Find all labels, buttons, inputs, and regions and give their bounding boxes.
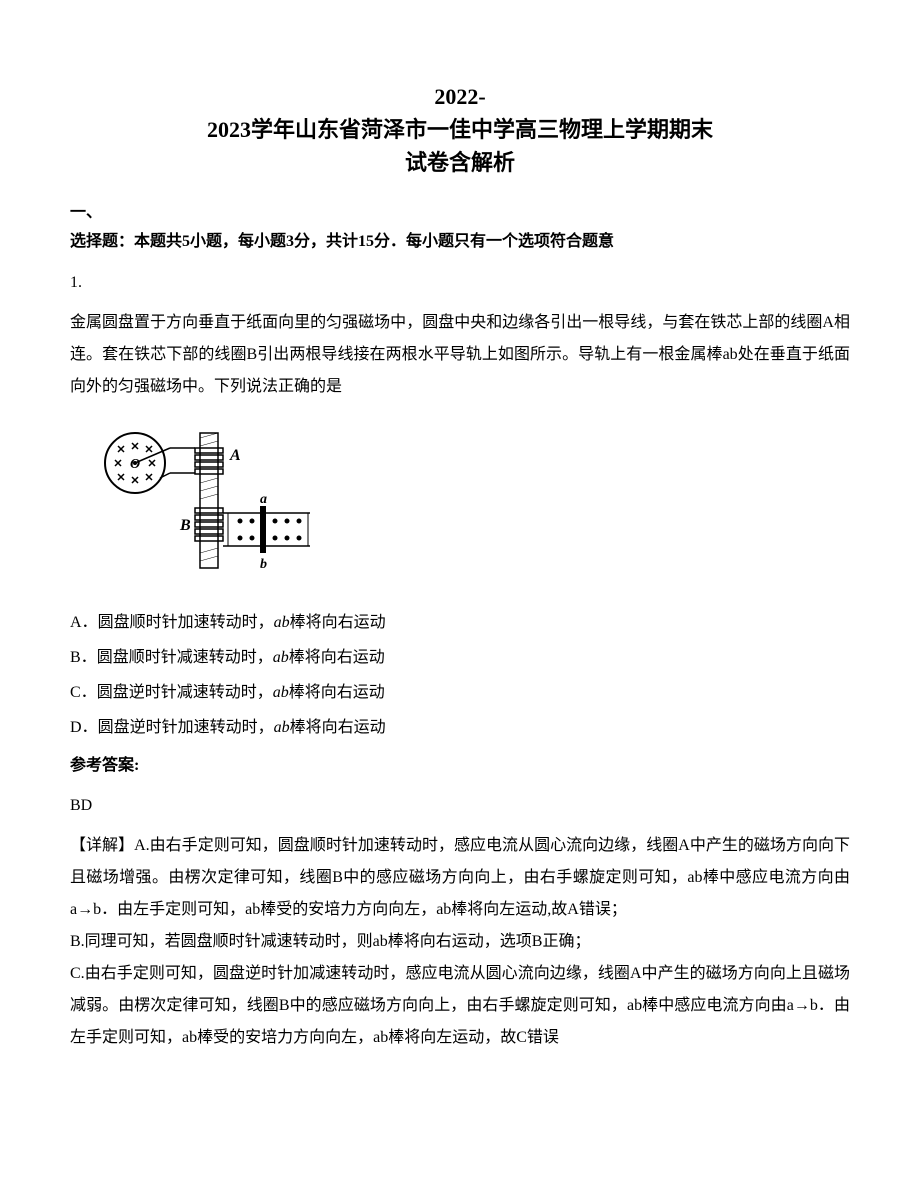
- diagram-label-a: a: [260, 492, 267, 507]
- option-B: B．圆盘顺时针减速转动时，ab棒将向右运动: [70, 640, 850, 675]
- diagram-label-A: A: [229, 447, 241, 464]
- title-year: 2022-: [70, 80, 850, 113]
- explanation-B: B.同理可知，若圆盘顺时针减速转动时，则ab棒将向右运动，选项B正确；: [70, 926, 850, 958]
- circuit-diagram-svg: O A: [100, 418, 320, 578]
- option-A: A．圆盘顺时针加速转动时，ab棒将向右运动: [70, 605, 850, 640]
- option-D-italic: ab: [274, 719, 290, 736]
- option-D-prefix: D．: [70, 719, 98, 736]
- answer-label: 参考答案:: [70, 750, 850, 782]
- option-A-prefix: A．: [70, 614, 98, 631]
- option-C-text1: 圆盘逆时针减速转动时，: [97, 684, 273, 701]
- option-C-prefix: C．: [70, 684, 97, 701]
- option-A-italic: ab: [274, 614, 290, 631]
- diagram-label-B: B: [179, 517, 191, 534]
- option-A-text2: 棒将向右运动: [290, 614, 386, 631]
- option-D: D．圆盘逆时针加速转动时，ab棒将向右运动: [70, 710, 850, 745]
- question-body: 金属圆盘置于方向垂直于纸面向里的匀强磁场中，圆盘中央和边缘各引出一根导线，与套在…: [70, 307, 850, 403]
- title-exam: 试卷含解析: [70, 146, 850, 179]
- answer-value: BD: [70, 790, 850, 822]
- option-A-text1: 圆盘顺时针加速转动时，: [98, 614, 274, 631]
- diagram-label-b: b: [260, 557, 267, 572]
- option-B-prefix: B．: [70, 649, 97, 666]
- section-number: 一、: [70, 199, 850, 228]
- explanation-C: C.由右手定则可知，圆盘逆时针加减速转动时，感应电流从圆心流向边缘，线圈A中产生…: [70, 958, 850, 1054]
- option-C-italic: ab: [273, 684, 289, 701]
- physics-diagram: O A: [100, 418, 850, 590]
- option-C: C．圆盘逆时针减速转动时，ab棒将向右运动: [70, 675, 850, 710]
- section-header: 一、 选择题：本题共5小题，每小题3分，共计15分．每小题只有一个选项符合题意: [70, 199, 850, 257]
- explanation-A: 【详解】A.由右手定则可知，圆盘顺时针加速转动时，感应电流从圆心流向边缘，线圈A…: [70, 830, 850, 926]
- section-instructions: 选择题：本题共5小题，每小题3分，共计15分．每小题只有一个选项符合题意: [70, 228, 850, 257]
- option-D-text2: 棒将向右运动: [290, 719, 386, 736]
- option-C-text2: 棒将向右运动: [289, 684, 385, 701]
- option-B-text2: 棒将向右运动: [289, 649, 385, 666]
- question-number: 1.: [70, 267, 850, 299]
- option-B-text1: 圆盘顺时针减速转动时，: [97, 649, 273, 666]
- option-D-text1: 圆盘逆时针加速转动时，: [98, 719, 274, 736]
- option-B-italic: ab: [273, 649, 289, 666]
- title-school: 2023学年山东省菏泽市一佳中学高三物理上学期期末: [70, 113, 850, 146]
